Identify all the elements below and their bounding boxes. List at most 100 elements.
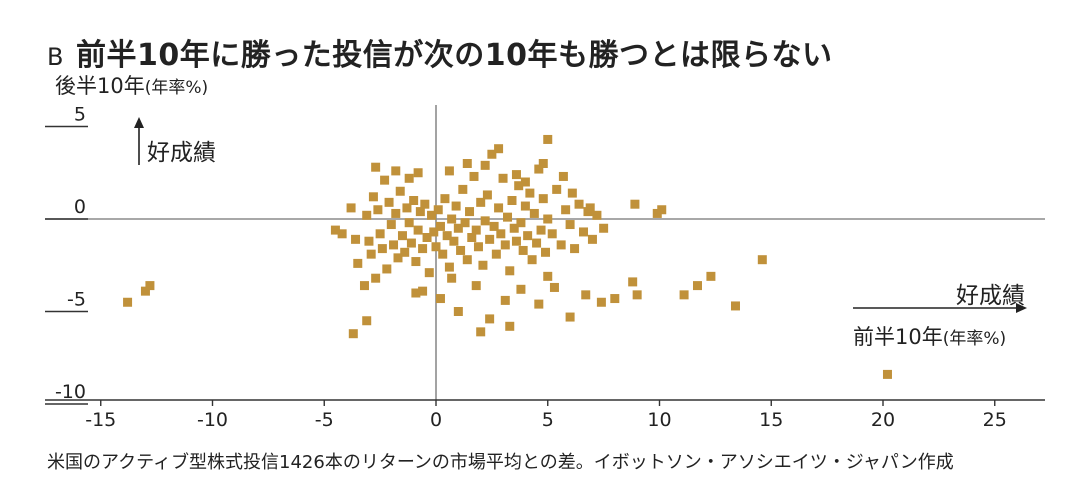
data-point bbox=[482, 190, 492, 200]
data-point bbox=[496, 229, 506, 239]
data-point bbox=[389, 240, 399, 250]
data-point bbox=[565, 220, 575, 230]
x-direction-label: 好成績 bbox=[956, 283, 1025, 309]
source-note: 米国のアクティブ型株式投信1426本のリターンの市場平均との差。イボットソン・ア… bbox=[47, 452, 954, 473]
y-axis-label-main: 後半10年 bbox=[55, 74, 145, 98]
data-point bbox=[478, 260, 488, 270]
data-point bbox=[447, 273, 457, 283]
data-point bbox=[509, 223, 519, 233]
data-point bbox=[505, 321, 515, 331]
data-point bbox=[400, 247, 410, 257]
data-point bbox=[140, 286, 150, 296]
data-point bbox=[558, 171, 568, 181]
data-point bbox=[368, 192, 378, 202]
y-direction-label: 好成績 bbox=[147, 140, 216, 166]
data-point bbox=[632, 290, 642, 300]
data-point bbox=[458, 184, 468, 194]
data-point bbox=[538, 194, 548, 204]
data-point bbox=[460, 218, 470, 228]
data-point bbox=[543, 271, 553, 281]
data-point bbox=[532, 238, 542, 248]
data-point bbox=[579, 227, 589, 237]
data-point bbox=[473, 242, 483, 252]
data-point bbox=[330, 225, 340, 235]
data-point bbox=[882, 369, 892, 379]
data-point bbox=[485, 314, 495, 324]
data-point bbox=[529, 208, 539, 218]
data-point bbox=[581, 290, 591, 300]
x-axis-label-main: 前半10年 bbox=[853, 325, 943, 349]
data-point bbox=[520, 201, 530, 211]
right-arrowhead bbox=[1016, 303, 1027, 313]
data-point bbox=[507, 196, 517, 205]
data-point bbox=[435, 221, 445, 231]
x-tick-label: -15 bbox=[85, 409, 116, 431]
data-point bbox=[422, 233, 432, 242]
data-point bbox=[373, 205, 383, 215]
data-point bbox=[516, 284, 526, 294]
data-point bbox=[494, 203, 504, 213]
data-point bbox=[547, 229, 557, 239]
data-point bbox=[516, 218, 526, 228]
x-tick-label: 5 bbox=[542, 409, 554, 431]
data-point bbox=[433, 205, 443, 215]
data-point bbox=[523, 231, 533, 241]
data-point bbox=[525, 188, 535, 198]
data-point bbox=[371, 273, 381, 283]
data-point bbox=[630, 199, 640, 209]
data-point bbox=[413, 168, 423, 178]
chart-title: B 前半10年に勝った投信が次の10年も勝つとは限らない bbox=[47, 30, 832, 74]
data-point bbox=[476, 197, 486, 207]
y-tick-label: 0 bbox=[74, 196, 86, 218]
data-point bbox=[587, 234, 597, 244]
data-point bbox=[449, 236, 459, 246]
data-point bbox=[730, 301, 740, 311]
data-point bbox=[406, 238, 416, 248]
data-point bbox=[706, 271, 716, 281]
data-point bbox=[447, 214, 457, 224]
data-point bbox=[592, 210, 602, 220]
data-point bbox=[442, 231, 452, 241]
data-point bbox=[366, 249, 376, 259]
data-point bbox=[444, 262, 454, 272]
data-point bbox=[346, 203, 356, 213]
data-point bbox=[585, 203, 595, 213]
data-point bbox=[556, 240, 566, 250]
data-point bbox=[375, 229, 385, 239]
data-point bbox=[536, 225, 546, 235]
x-tick-label: 20 bbox=[871, 409, 895, 431]
data-point bbox=[538, 159, 548, 168]
data-point bbox=[549, 282, 559, 292]
data-point bbox=[348, 329, 358, 339]
data-point bbox=[364, 236, 374, 246]
panel-letter: B bbox=[47, 43, 64, 71]
data-point bbox=[527, 255, 537, 265]
data-point bbox=[498, 173, 508, 183]
x-tick-label: -10 bbox=[197, 409, 228, 431]
data-point bbox=[456, 245, 466, 255]
chart-title-text: 前半10年に勝った投信が次の10年も勝つとは限らない bbox=[75, 38, 833, 73]
data-point bbox=[402, 203, 412, 213]
y-tick-label: 5 bbox=[74, 104, 86, 126]
data-point bbox=[415, 207, 425, 217]
data-point bbox=[444, 166, 454, 176]
data-point bbox=[565, 312, 575, 322]
data-point bbox=[393, 253, 403, 263]
data-point bbox=[657, 205, 667, 215]
data-point bbox=[382, 264, 392, 274]
data-point bbox=[420, 199, 430, 209]
data-point bbox=[505, 266, 515, 276]
x-tick-label: 10 bbox=[647, 409, 671, 431]
up-arrowhead bbox=[134, 117, 144, 128]
data-point bbox=[494, 144, 504, 154]
data-point bbox=[453, 223, 463, 233]
data-point bbox=[384, 197, 394, 207]
data-point bbox=[438, 249, 448, 259]
direction-arrows bbox=[134, 117, 1027, 313]
data-point bbox=[561, 205, 571, 215]
data-point bbox=[469, 171, 479, 181]
data-point bbox=[391, 166, 401, 176]
data-point bbox=[411, 288, 421, 298]
data-point bbox=[418, 286, 428, 296]
